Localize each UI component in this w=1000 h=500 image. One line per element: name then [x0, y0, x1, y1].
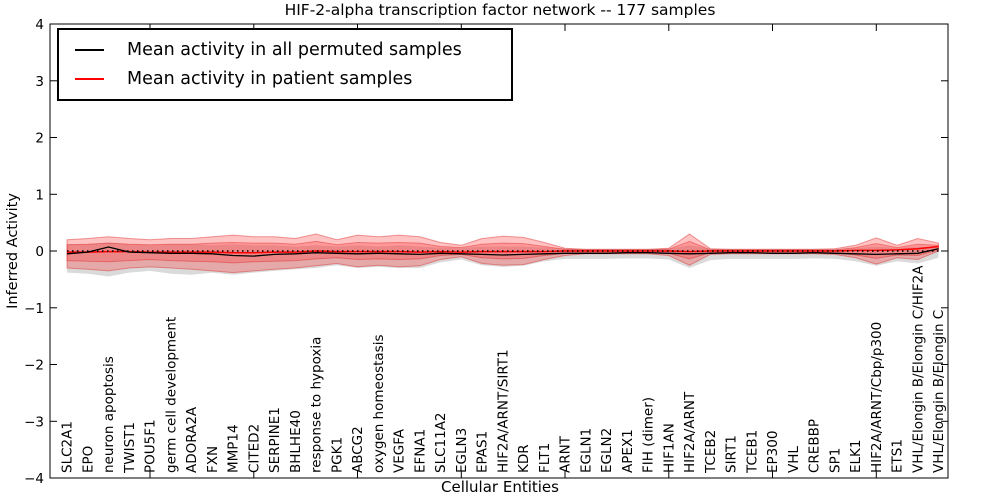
x-tick-label: VHL [786, 446, 802, 473]
mean-permuted-line [66, 246, 939, 257]
x-tick-label: HIF2A/ARNT/SIRT1 [495, 349, 511, 473]
x-tick-label: HIF2A/ARNT [682, 391, 698, 473]
x-tick-label: response to hypoxia [309, 337, 325, 473]
x-tick-label: CITED2 [246, 424, 262, 473]
x-tick-label: ELK1 [848, 440, 864, 474]
x-tick-label: VHL/Elongin B/Elongin C [931, 310, 947, 473]
x-tick-label: EP300 [765, 431, 781, 473]
y-tick-label: 0 [35, 244, 44, 260]
black-line-swatch-icon [75, 48, 104, 51]
x-tick-label: SIRT1 [724, 435, 740, 473]
legend-item-permuted: Mean activity in all permuted samples [75, 40, 511, 60]
x-tick-label: MMP14 [226, 424, 242, 473]
red-line-swatch-icon [75, 78, 104, 81]
x-tick-label: ABCG2 [350, 426, 366, 473]
x-tick-label: HIF1AN [661, 423, 677, 473]
x-tick-label: TCEB2 [703, 430, 719, 474]
x-tick-label: EPAS1 [475, 431, 491, 473]
x-tick-label: POU5F1 [143, 419, 159, 473]
chart-title: HIF-2-alpha transcription factor network… [284, 1, 716, 19]
y-tick-label: 3 [35, 74, 44, 90]
x-tick-label: EFNA1 [412, 429, 428, 473]
x-tick-label: EGLN2 [599, 428, 615, 473]
y-tick-label: 2 [35, 131, 44, 147]
legend: Mean activity in all permuted samples Me… [57, 28, 513, 101]
x-tick-label: EGLN1 [578, 428, 594, 473]
x-tick-label: FXN [205, 446, 221, 473]
x-tick-label: SLC2A1 [60, 421, 76, 473]
x-tick-label: SP1 [827, 448, 843, 473]
x-tick-label: neuron apoptosis [101, 356, 117, 473]
x-tick-label: CREBBP [807, 419, 823, 473]
x-tick-label: BHLHE40 [288, 410, 304, 473]
x-axis-label: Cellular Entities [441, 478, 559, 496]
x-tick-label: VEGFA [392, 428, 408, 473]
x-tick-label: EGLN3 [454, 428, 470, 473]
x-tick-label: germ cell development [163, 317, 179, 473]
y-tick-label: 4 [35, 17, 44, 33]
x-tick-label: PGK1 [329, 437, 345, 473]
x-tick-label: ADORA2A [184, 406, 200, 473]
x-tick-label: oxygen homeostasis [371, 335, 387, 474]
x-tick-label: FIH (dimer) [641, 397, 657, 473]
x-tick-label: SLC11A2 [433, 412, 449, 473]
x-tick-label: HIF2A/ARNT/Cbp/p300 [869, 322, 885, 473]
legend-label: Mean activity in patient samples [127, 69, 413, 90]
legend-item-patient: Mean activity in patient samples [75, 69, 511, 89]
y-tick-label: −2 [24, 358, 44, 374]
legend-label: Mean activity in all permuted samples [127, 39, 462, 60]
x-tick-label: APEX1 [620, 429, 636, 473]
x-tick-label: EPO [80, 446, 96, 473]
x-tick-label: TWIST1 [122, 422, 138, 474]
x-tick-label: TCEB1 [744, 430, 760, 474]
x-tick-label: SERPINE1 [267, 407, 283, 473]
y-tick-label: 1 [35, 187, 44, 203]
x-tick-label: VHL/Elongin B/Elongin C/HIF2A [910, 265, 926, 473]
x-tick-label: ETS1 [890, 439, 906, 473]
x-tick-label: FLT1 [537, 443, 553, 473]
y-tick-label: −3 [24, 414, 44, 430]
x-tick-label: ARNT [558, 435, 574, 473]
x-tick-label: KDR [516, 444, 532, 473]
y-tick-label: −4 [24, 471, 44, 487]
y-tick-label: −1 [24, 301, 44, 317]
